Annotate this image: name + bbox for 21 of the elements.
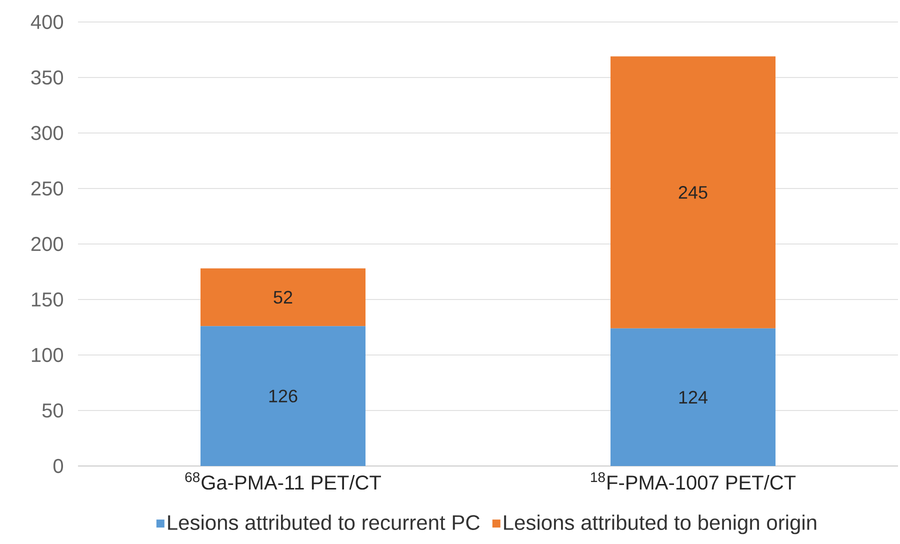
x-tick-label: $^{18}$F-PMA-1007 PET/CT [591,472,796,490]
y-tick-label: 0 [53,458,64,474]
bar [610,328,776,466]
data-label: 245 [678,186,708,199]
data-label: 126 [269,390,298,402]
y-tick-label: 400 [30,14,64,30]
bar [200,268,366,326]
y-tick-label: 300 [31,126,64,140]
y-tick-label: 50 [42,403,64,418]
x-tick-label: $^{68}$Ga-PMA-11 PET/CT [185,472,381,490]
bar [200,326,366,466]
data-label: 52 [274,290,292,304]
y-tick-label: 350 [31,70,64,85]
legend-label: Lesions attributed to recurrent PC [168,514,480,530]
bar [610,56,776,328]
data-label: 124 [679,390,708,404]
y-tick-label: 250 [31,181,64,196]
y-tick-label: 150 [32,292,64,307]
legend-label: Lesions attributed to benign origin [504,514,816,534]
y-tick-label: 200 [31,236,64,252]
y-tick-label: 100 [32,348,64,362]
